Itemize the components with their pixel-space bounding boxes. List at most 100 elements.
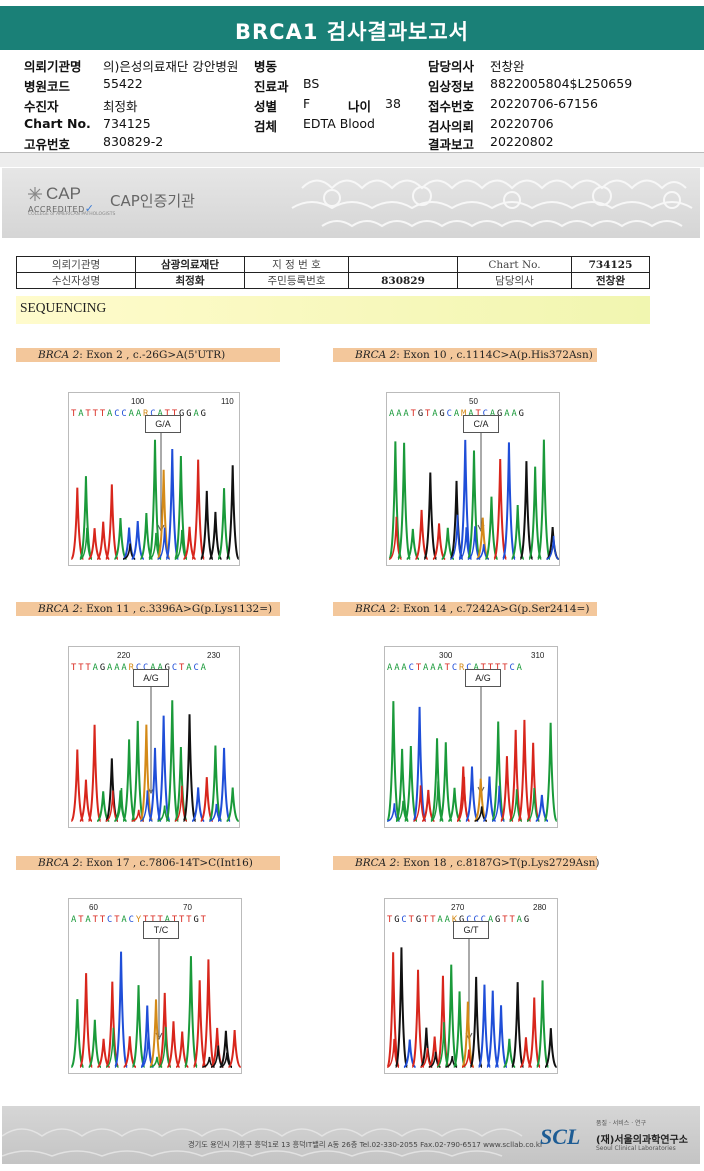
trace-peak <box>122 739 137 822</box>
base-call: T <box>480 663 488 673</box>
trace-peak <box>183 956 199 1068</box>
trace-peak <box>396 442 412 560</box>
base-call: T <box>387 915 395 925</box>
chromatogram-traces <box>70 687 239 822</box>
trace-peak-minor <box>546 535 559 560</box>
base-call: A <box>403 409 411 419</box>
trace-peak <box>201 959 216 1068</box>
chromatogram-traces <box>70 433 239 560</box>
trace-peak <box>113 951 129 1068</box>
clinical-info-value: 8822005804$L250659 <box>490 76 633 91</box>
doctor-value-2: 전창완 <box>571 272 650 289</box>
trace-peak <box>113 518 128 560</box>
trace-peak <box>510 982 525 1068</box>
base-call: T <box>114 915 122 925</box>
base-sequence: TGCTGTTAAKGCCCAGTTAG <box>387 915 531 925</box>
trace-peak <box>199 490 214 560</box>
genotype-callout: G/A <box>145 415 181 433</box>
trace-peak <box>156 469 171 560</box>
base-call: C <box>114 409 122 419</box>
base-call: A <box>468 409 476 419</box>
trace-peak <box>544 1028 557 1068</box>
base-call: A <box>200 663 208 673</box>
base-call: A <box>489 409 498 419</box>
base-call: T <box>502 663 510 673</box>
trace-peak <box>491 721 506 822</box>
report-title: BRCA1 검사결과보고서 <box>0 0 704 50</box>
base-call: T <box>164 409 172 419</box>
base-call: T <box>143 915 151 925</box>
department-value: BS <box>303 76 320 91</box>
trace-peak <box>166 1021 181 1068</box>
trace-peak <box>394 947 409 1068</box>
trace-peak <box>444 964 459 1068</box>
base-call: A <box>193 409 201 419</box>
base-call: T <box>92 915 100 925</box>
trace-peak <box>226 787 239 822</box>
base-call: G <box>518 409 526 419</box>
clinical-info-label: 임상정보 <box>428 79 475 94</box>
specimen-value: EDTA Blood <box>303 116 375 131</box>
doctor-label: 담당의사 <box>428 59 475 74</box>
trace-peak <box>122 527 136 560</box>
trace-peak <box>452 991 467 1068</box>
base-call: T <box>425 409 433 419</box>
trace-peak <box>536 439 552 560</box>
chart-value: 734125 <box>103 116 151 131</box>
trace-peak <box>208 745 223 822</box>
trace-peak <box>192 980 207 1068</box>
base-call: A <box>473 663 481 673</box>
trace-peak <box>173 456 188 560</box>
inst-label: 의뢰기관명 <box>16 256 136 273</box>
variant-gene: BRCA 2 <box>38 349 80 361</box>
base-call: T <box>92 409 100 419</box>
sequencing-title: SEQUENCING <box>20 300 107 315</box>
trace-peak <box>131 521 145 560</box>
base-call: C <box>408 663 416 673</box>
trace-peak <box>208 511 223 560</box>
ward-label: 병동 <box>254 59 278 74</box>
unique-label: 고유번호 <box>24 137 71 152</box>
base-call: C <box>466 915 474 925</box>
base-call: T <box>495 663 503 673</box>
base-call: Y <box>135 915 144 925</box>
trace-peak <box>182 714 197 822</box>
result-value: 20220802 <box>490 134 554 149</box>
trace-peak <box>461 1001 475 1068</box>
variant-gene: BRCA 2 <box>355 857 397 869</box>
base-call: A <box>432 409 440 419</box>
request-value: 20220706 <box>490 116 554 131</box>
trace-peak <box>88 528 102 560</box>
trace-peak <box>543 722 557 822</box>
base-call: T <box>78 663 86 673</box>
trace-peak <box>217 488 232 560</box>
base-call: M <box>461 409 469 419</box>
base-call: A <box>396 409 404 419</box>
variant-desc: : Exon 11 , c.3396A>G(p.Lys1132=) <box>79 603 273 615</box>
base-call: A <box>394 663 402 673</box>
base-call: G <box>99 663 108 673</box>
department-label: 진료과 <box>254 79 289 94</box>
variant-desc: : Exon 17 , c.7806-14T>C(Int16) <box>79 857 253 869</box>
chromatogram-traces <box>386 687 557 822</box>
cap-college: COLLEGE of AMERICAN PATHOLOGISTS <box>28 212 116 217</box>
trace-peak <box>78 476 93 560</box>
trace-peak <box>173 747 188 822</box>
base-call: T <box>444 663 452 673</box>
base-sequence: TATTTACCAARCATTGGAG <box>71 409 208 419</box>
trace-peak <box>394 748 410 822</box>
trace-peak <box>219 1030 233 1068</box>
base-call: C <box>107 915 115 925</box>
base-call: A <box>401 663 409 673</box>
trace-peak <box>423 472 438 560</box>
base-position: 50 <box>469 397 478 406</box>
scl-tagline: 품질 · 서비스 · 연구 <box>596 1120 647 1127</box>
base-call: T <box>85 663 93 673</box>
trace-peak <box>386 701 401 822</box>
base-position: 300 <box>439 651 453 660</box>
base-call: C <box>480 915 488 925</box>
variant-desc: : Exon 10 , c.1114C>A(p.His372Asn) <box>396 349 593 361</box>
base-call: A <box>389 409 397 419</box>
base-call: A <box>157 409 165 419</box>
base-call: G <box>394 915 402 925</box>
